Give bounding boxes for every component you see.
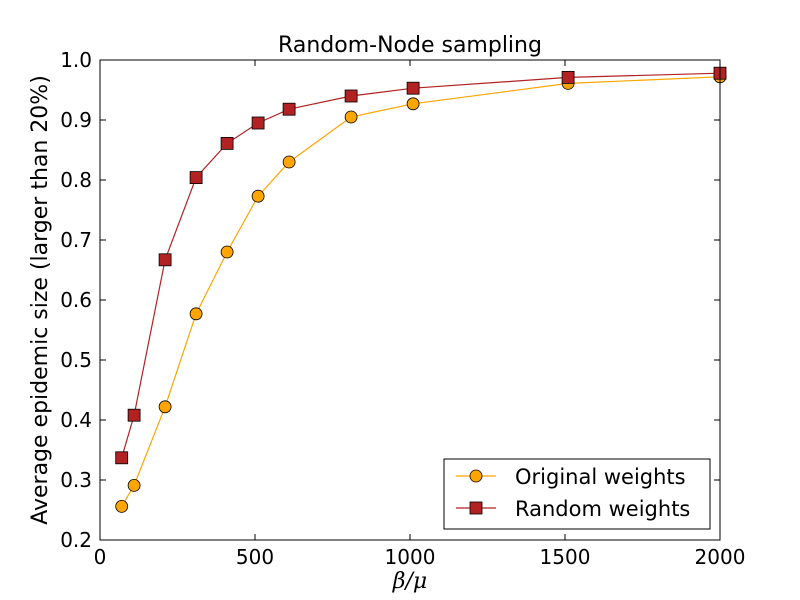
legend-original-marker (469, 469, 483, 483)
data-point (344, 89, 358, 103)
data-point (251, 116, 265, 130)
y-tick-label: 0.5 (60, 348, 92, 372)
series-layer (115, 66, 727, 513)
data-point (344, 110, 358, 124)
data-point (127, 478, 141, 492)
y-tick-label: 0.9 (60, 108, 92, 132)
legend-original-label: Original weights (515, 465, 686, 489)
series-original-weights (115, 70, 727, 513)
y-tick-label: 0.7 (60, 228, 92, 252)
legend-random-label: Random weights (515, 497, 690, 521)
data-point (158, 253, 172, 267)
plot-frame (99, 59, 721, 541)
y-tick-label: 1.0 (60, 48, 92, 72)
data-point (406, 97, 420, 111)
y-axis-label: Average epidemic size (larger than 20%) (28, 75, 53, 525)
x-tick-label: 2000 (695, 545, 746, 569)
legend: Original weights Random weights (443, 458, 711, 530)
legend-random-marker (469, 501, 483, 515)
data-point (561, 71, 575, 84)
data-point (189, 307, 203, 321)
chart-title: Random-Node sampling (278, 33, 542, 58)
x-tick-label: 1000 (385, 545, 436, 569)
legend-box (443, 458, 711, 530)
x-tick-label: 500 (236, 545, 274, 569)
x-tick-label: 1500 (540, 545, 591, 569)
x-axis-label: β/μ (392, 569, 427, 594)
x-tick-label: 0 (94, 545, 107, 569)
data-point (251, 189, 265, 203)
data-point (189, 171, 203, 185)
y-tick-label: 0.8 (60, 168, 92, 192)
data-point (282, 155, 296, 169)
data-point (220, 136, 234, 150)
tick-labels: 0 500 1000 1500 2000 0.2 0.3 0.4 0.5 0.6 0.7 0.8 0.9… (60, 48, 745, 569)
data-point (115, 499, 129, 513)
data-point (220, 245, 234, 259)
y-tick-label: 0.4 (60, 408, 92, 432)
y-tick-label: 0.6 (60, 288, 92, 312)
data-point (282, 102, 296, 116)
data-point (115, 451, 129, 465)
series-random-weights (115, 66, 727, 465)
data-point (127, 408, 141, 422)
data-point (158, 400, 172, 414)
y-tick-label: 0.3 (60, 468, 92, 492)
data-point (406, 81, 420, 95)
y-tick-label: 0.2 (60, 528, 92, 552)
